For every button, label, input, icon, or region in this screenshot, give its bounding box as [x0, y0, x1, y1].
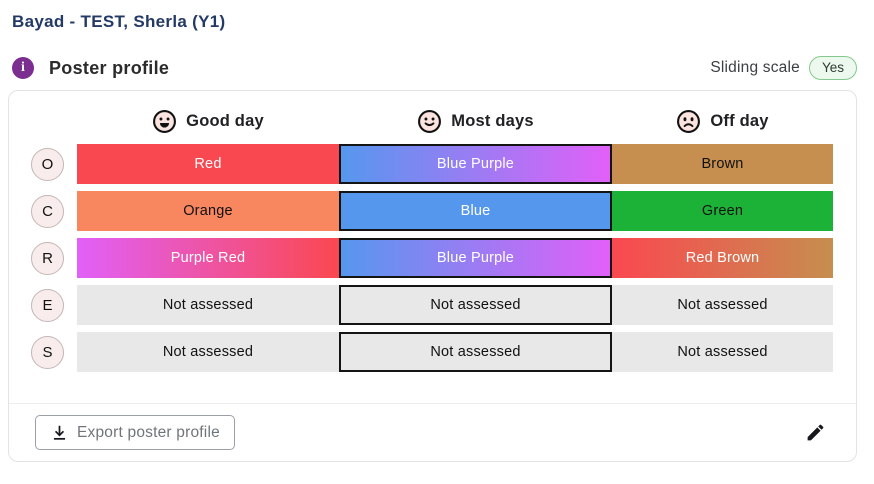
profile-cell: Orange	[77, 191, 339, 231]
profile-cell: Not assessed	[339, 332, 612, 372]
edit-button[interactable]	[801, 418, 830, 447]
smile-face-icon	[417, 109, 442, 134]
profile-row-e: E Not assessed Not assessed Not assessed	[9, 285, 856, 325]
card-footer: Export poster profile	[9, 403, 856, 461]
export-button-label: Export poster profile	[77, 423, 220, 441]
profile-cell: Not assessed	[612, 285, 833, 325]
info-icon[interactable]: i	[12, 57, 34, 79]
page-title: Bayad - TEST, Sherla (Y1)	[12, 12, 226, 31]
profile-cell: Blue Purple	[339, 144, 612, 184]
download-icon	[50, 423, 69, 442]
profile-cell: Brown	[612, 144, 833, 184]
sliding-scale-badge: Yes	[808, 56, 857, 80]
row-label-badge: C	[31, 194, 64, 228]
profile-cell: Not assessed	[77, 285, 339, 325]
profile-cell: Blue Purple	[339, 238, 612, 278]
sliding-scale-label: Sliding scale	[710, 59, 800, 76]
column-header-label: Off day	[710, 112, 769, 130]
profile-row-o: O Red Blue Purple Brown	[9, 144, 856, 184]
section-title: Poster profile	[49, 57, 170, 78]
column-header-good-day: Good day	[77, 109, 339, 134]
happy-face-icon	[152, 109, 177, 134]
row-label-badge: R	[31, 241, 64, 275]
poster-profile-card: Good day Most days	[8, 90, 857, 462]
profile-cell: Red	[77, 144, 339, 184]
row-label-badge: O	[31, 147, 64, 181]
column-header-row: Good day Most days	[9, 91, 856, 144]
column-header-label: Good day	[186, 112, 264, 130]
profile-row-c: C Orange Blue Green	[9, 191, 856, 231]
column-header-most-days: Most days	[339, 109, 612, 134]
profile-row-s: S Not assessed Not assessed Not assessed	[9, 332, 856, 372]
export-poster-profile-button[interactable]: Export poster profile	[35, 415, 235, 450]
profile-row-r: R Purple Red Blue Purple Red Brown	[9, 238, 856, 278]
section-bar: i Poster profile Sliding scale Yes	[12, 56, 857, 80]
column-header-label: Most days	[451, 112, 534, 130]
profile-cell: Red Brown	[612, 238, 833, 278]
profile-cell: Purple Red	[77, 238, 339, 278]
row-label-badge: E	[31, 288, 64, 322]
profile-cell: Not assessed	[612, 332, 833, 372]
pencil-icon	[805, 422, 826, 443]
profile-cell: Not assessed	[77, 332, 339, 372]
profile-cell: Green	[612, 191, 833, 231]
profile-cell: Not assessed	[339, 285, 612, 325]
column-header-off-day: Off day	[612, 109, 833, 134]
row-label-badge: S	[31, 335, 64, 369]
profile-rows: O Red Blue Purple Brown C Orange Blue Green R Pur…	[9, 144, 856, 403]
sad-face-icon	[676, 109, 701, 134]
profile-cell: Blue	[339, 191, 612, 231]
